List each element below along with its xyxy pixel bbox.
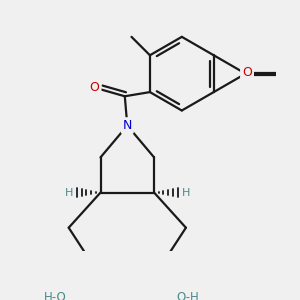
- Text: O: O: [242, 68, 252, 81]
- Text: N: N: [123, 119, 132, 132]
- Text: H: H: [182, 188, 190, 197]
- Text: O: O: [90, 81, 100, 94]
- Text: H: H: [64, 188, 73, 197]
- Polygon shape: [70, 264, 92, 292]
- Text: H-O: H-O: [44, 291, 67, 300]
- Text: O-H: O-H: [176, 291, 199, 300]
- Text: O: O: [242, 66, 252, 79]
